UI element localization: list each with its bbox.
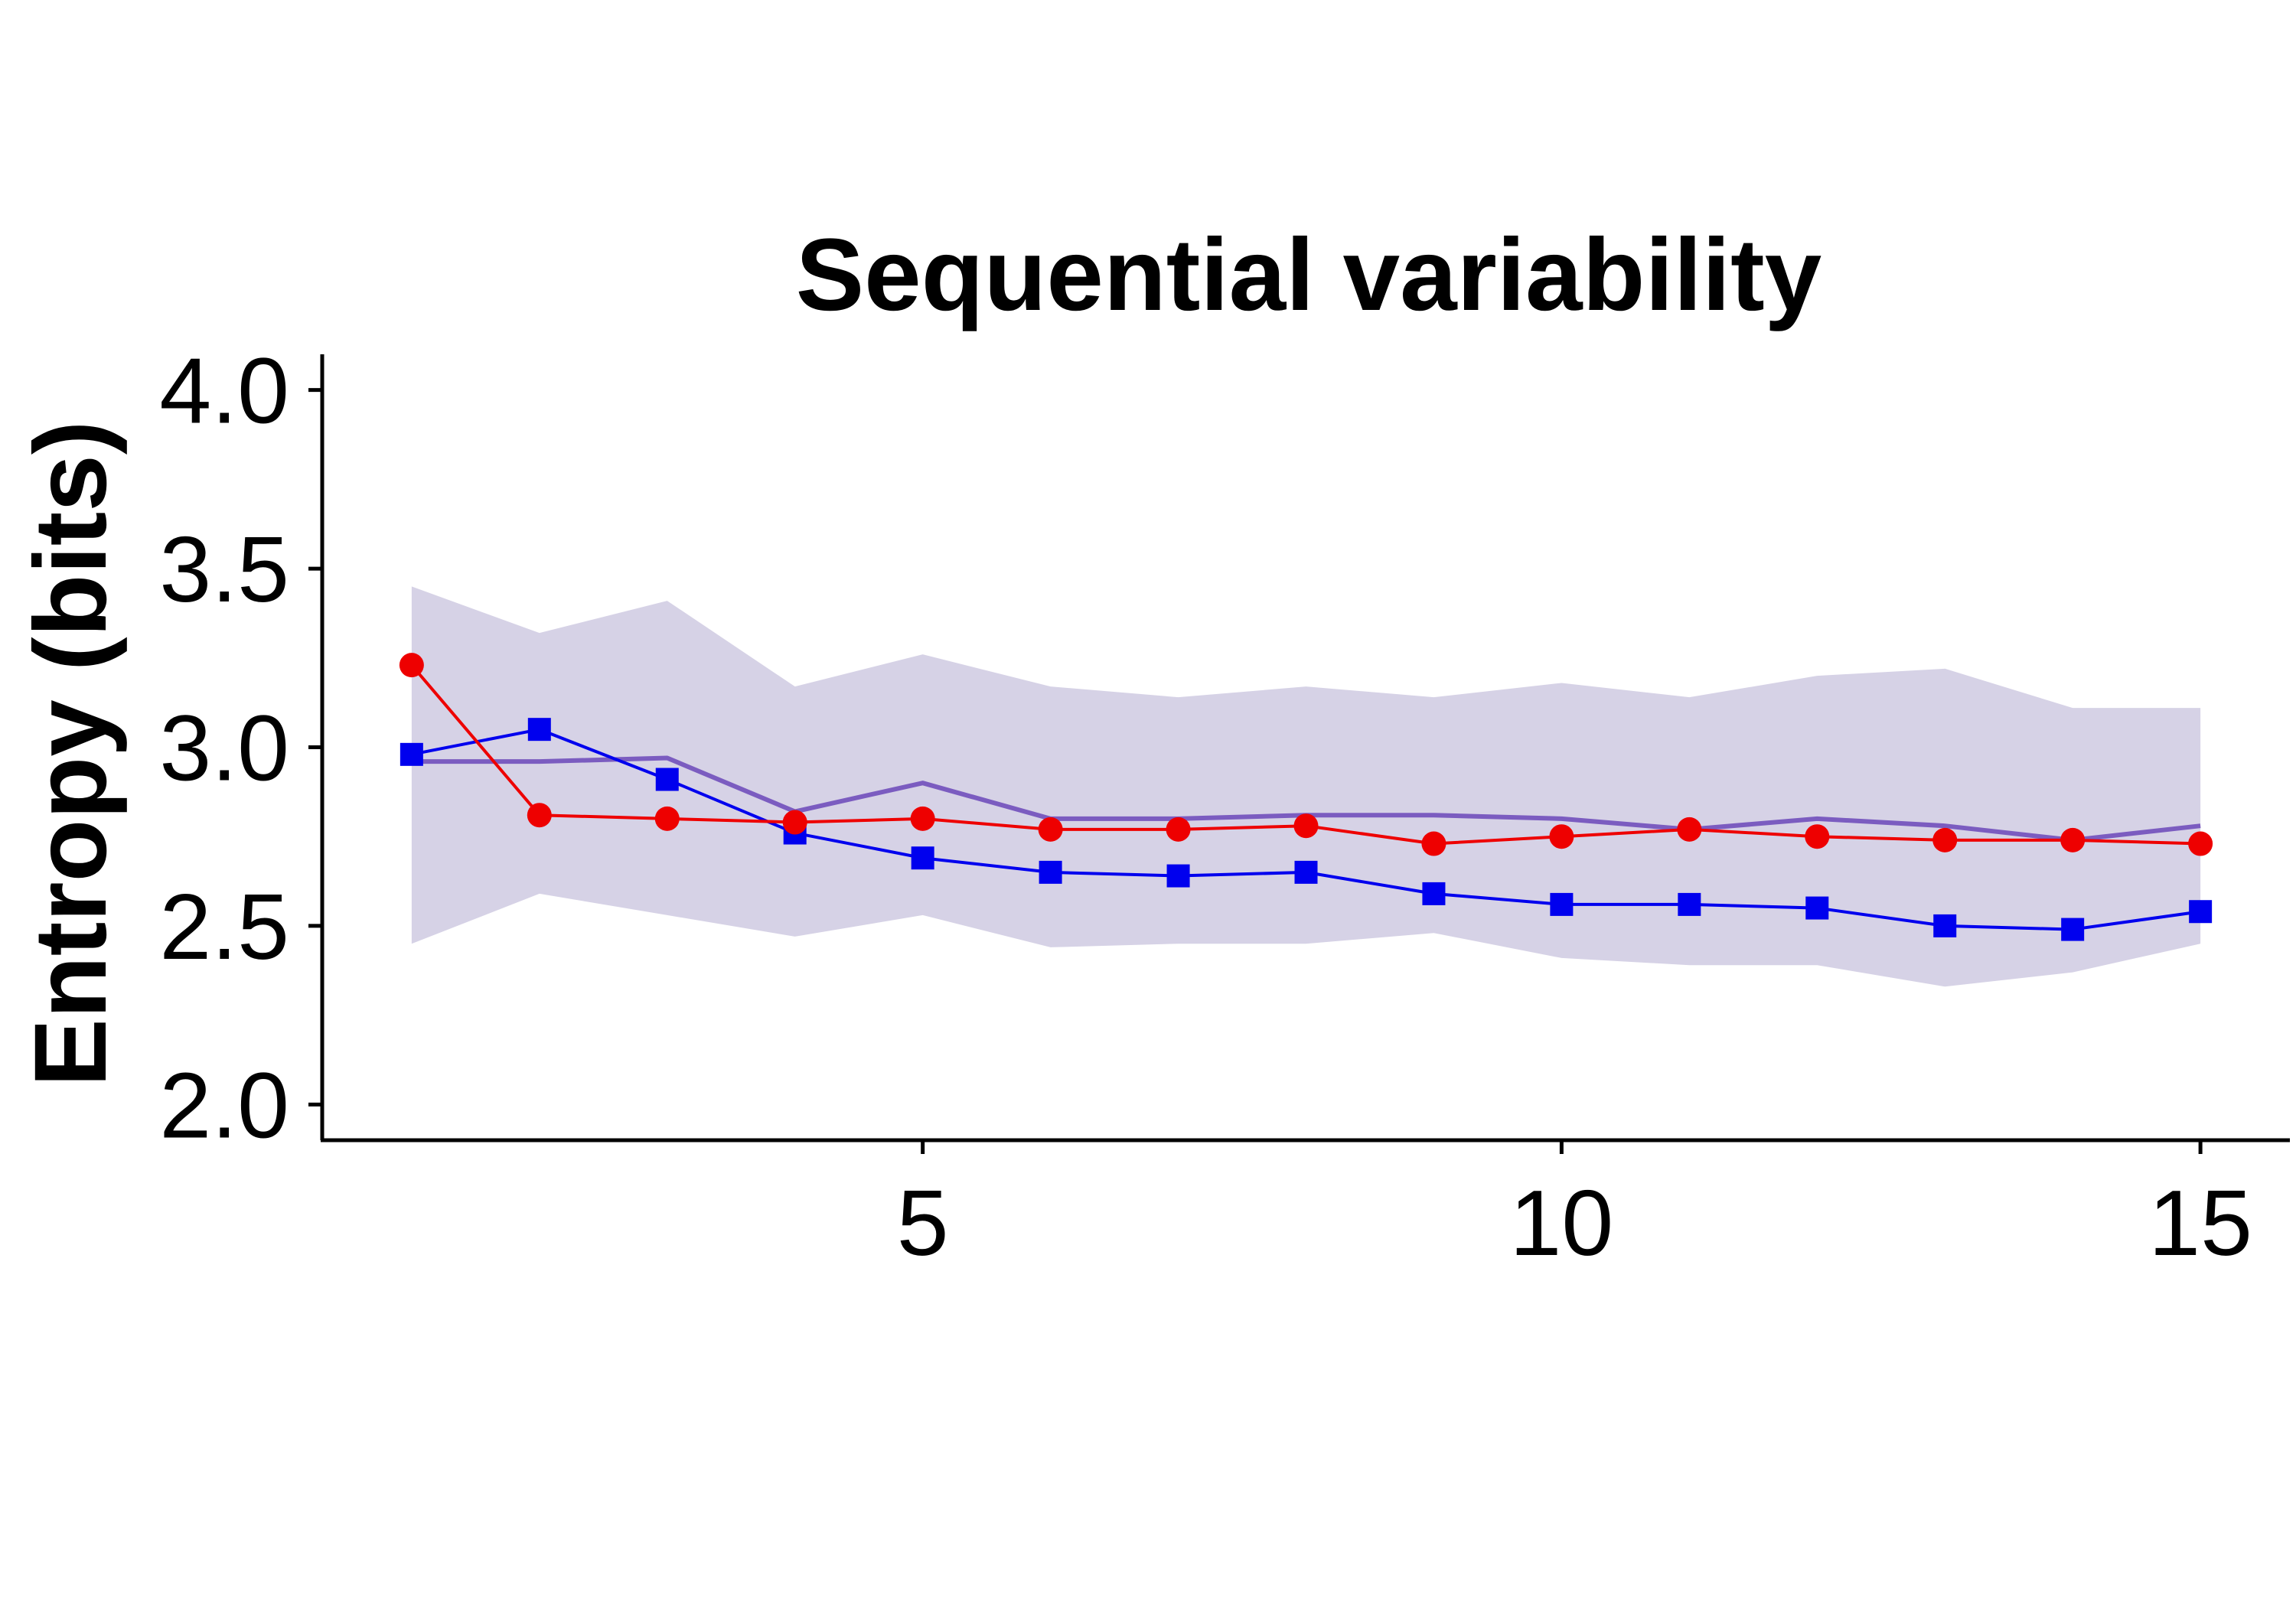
x-tick-label: 10: [1510, 1171, 1614, 1275]
series-2-point: [911, 846, 934, 870]
chart-title: Sequential variability: [796, 218, 1821, 332]
series-2-point: [1422, 882, 1446, 905]
series-3-point: [910, 806, 935, 831]
series-3: [399, 653, 2213, 856]
y-tick-label: 3.0: [159, 696, 289, 800]
series-2-point: [1166, 864, 1190, 888]
series-3-point: [527, 803, 552, 828]
series-3-point: [1421, 831, 1446, 856]
series-3-point: [1805, 824, 1830, 849]
x-ticks: 5 10 15: [897, 1140, 2252, 1275]
series-3-point: [399, 653, 424, 678]
series-3-point: [1038, 817, 1063, 842]
series-2-point: [1678, 892, 1701, 916]
series-2-point: [1294, 860, 1318, 884]
series-2-point: [655, 768, 679, 791]
series-2-point: [400, 742, 423, 766]
series-3-point: [2188, 831, 2213, 856]
y-tick-label: 3.5: [159, 517, 289, 621]
series-2-point: [1933, 914, 1957, 937]
y-ticks: 2.0 2.5 3.0 3.5 4.0: [159, 339, 322, 1157]
series-3-point: [1166, 817, 1191, 842]
series-3-point: [654, 806, 680, 831]
series-3-point: [1932, 827, 1958, 852]
series-3-point: [1677, 817, 1702, 842]
series-2-point: [527, 718, 551, 742]
series-2-point: [1550, 892, 1574, 916]
series-3-point: [2060, 827, 2086, 852]
series-3-point: [1549, 824, 1574, 849]
x-tick-label: 5: [897, 1171, 949, 1275]
confidence-band: [411, 586, 2201, 987]
y-tick-label: 2.5: [159, 875, 289, 979]
y-tick-label: 2.0: [159, 1053, 289, 1157]
series-2-point: [1805, 896, 1829, 920]
x-tick-label: 15: [2148, 1171, 2252, 1275]
series-3-point: [782, 810, 807, 835]
series-3-point: [1293, 813, 1319, 839]
series-2-point: [2189, 900, 2213, 924]
plot-area: [399, 586, 2213, 987]
series-2-point: [1039, 860, 1062, 884]
y-axis-label: Entropy (bits): [14, 421, 128, 1087]
series-2-point: [2061, 918, 2085, 941]
y-tick-label: 4.0: [159, 339, 289, 443]
